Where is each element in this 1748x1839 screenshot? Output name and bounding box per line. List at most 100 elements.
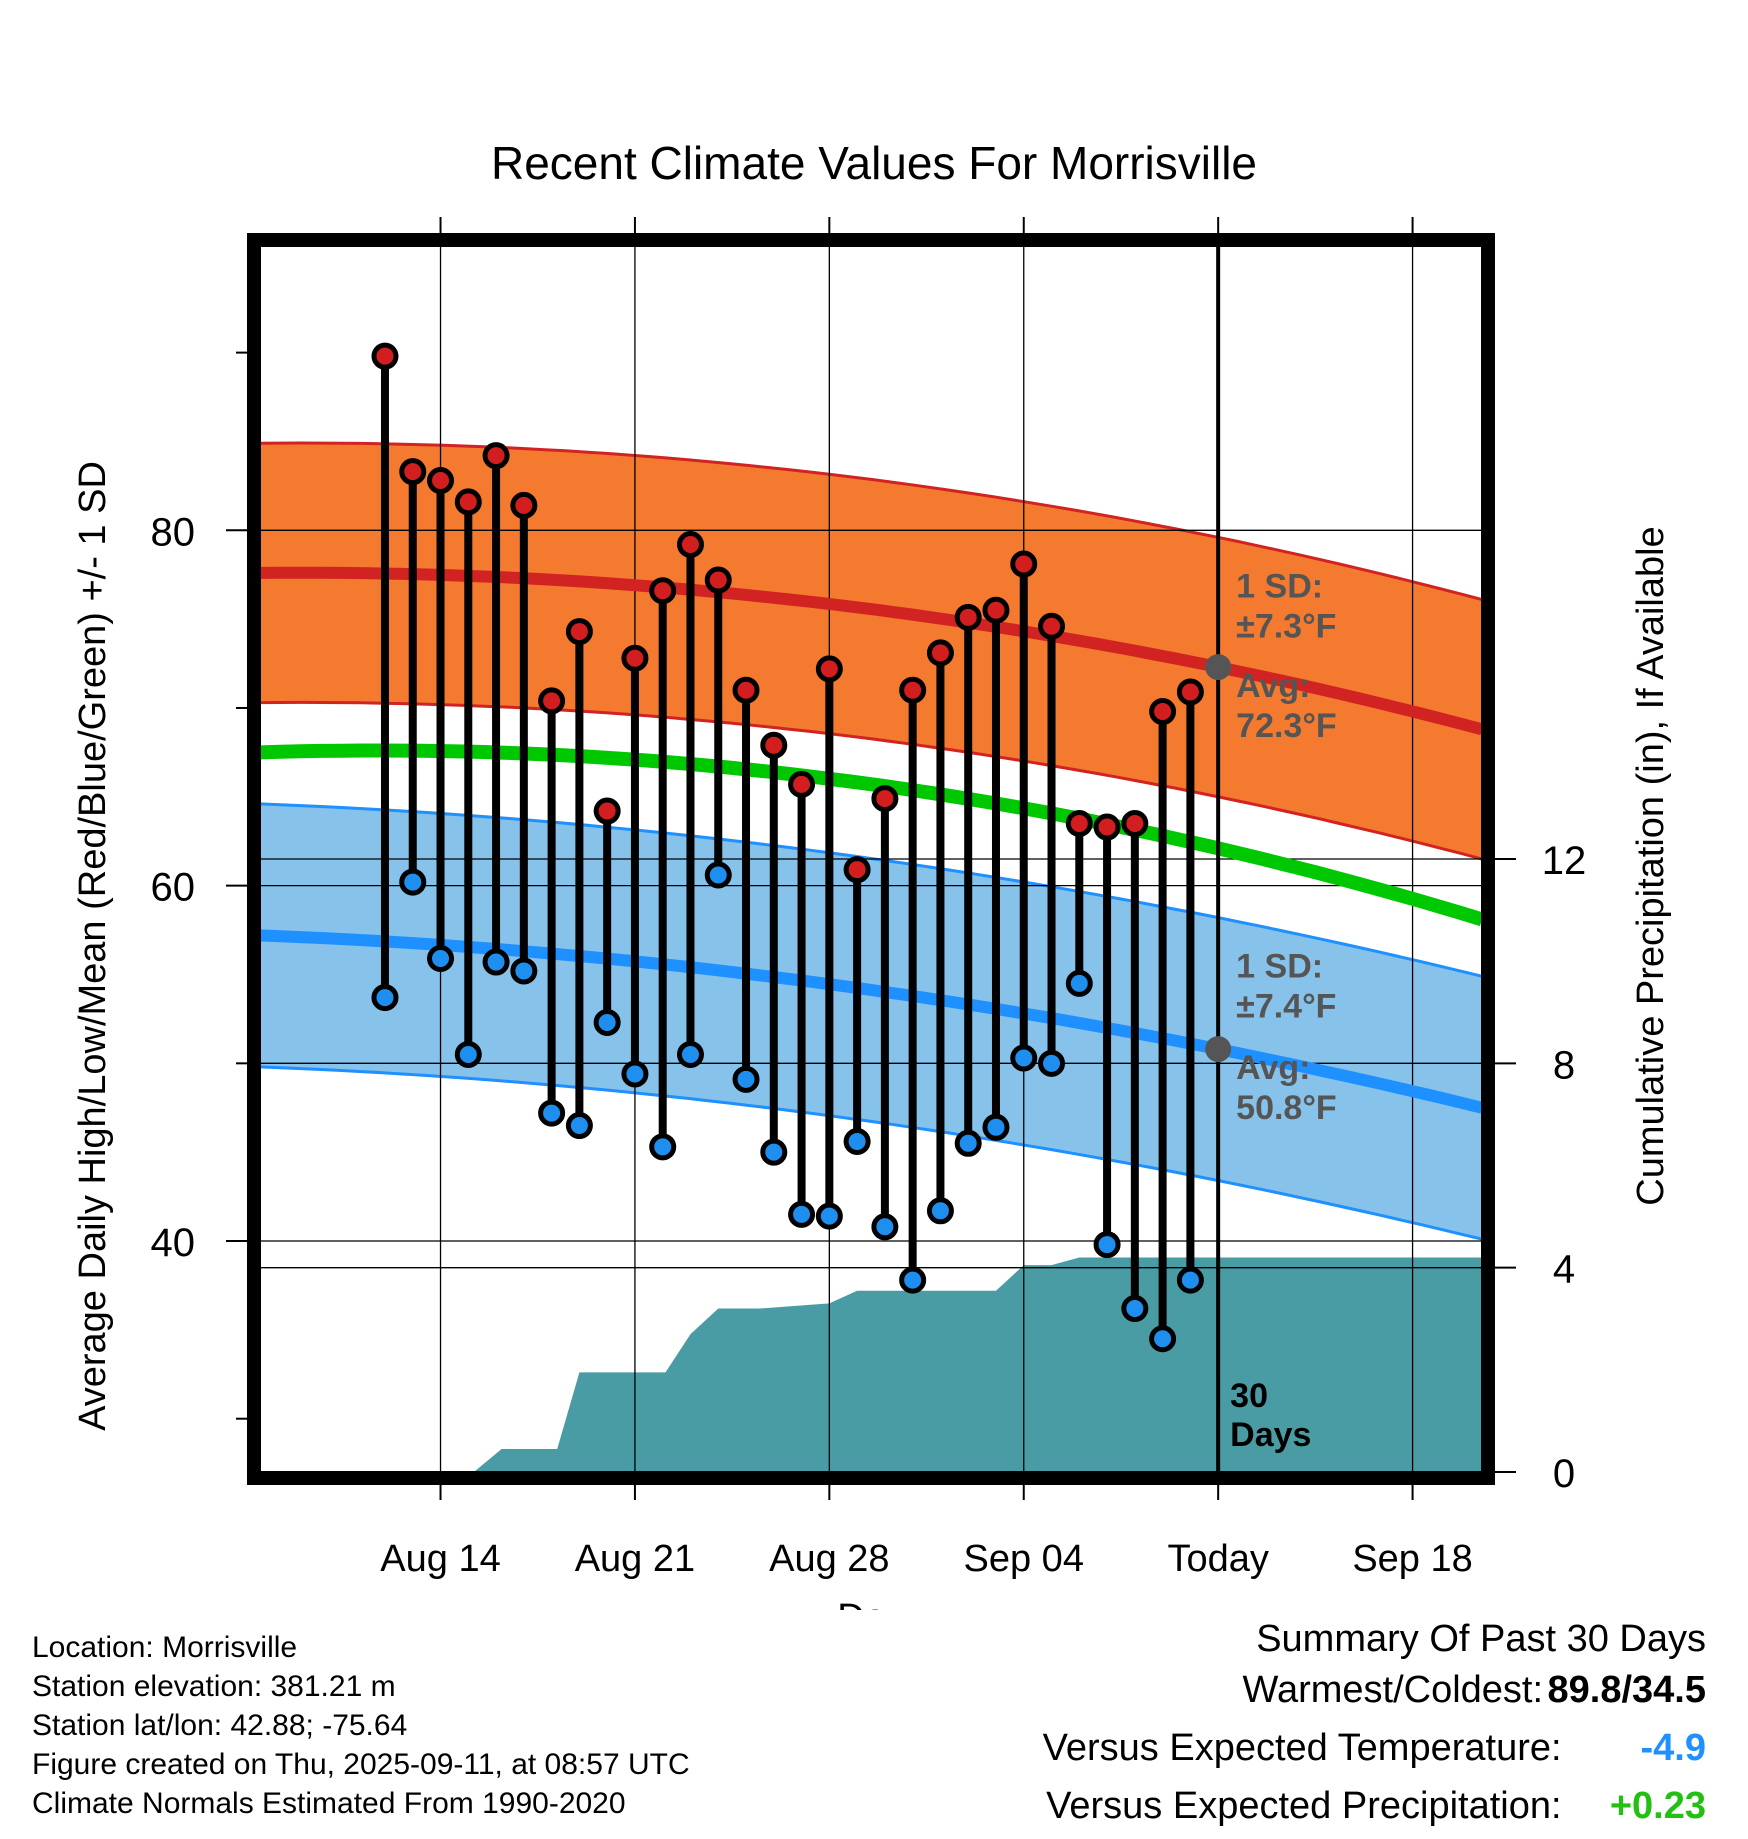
daily-low-point — [760, 1138, 788, 1166]
normal-mean-line — [260, 743, 1482, 927]
summary-panel: Summary Of Past 30 Days Warmest/Coldest:… — [1043, 1614, 1706, 1839]
daily-high-point — [371, 342, 399, 370]
precip-area — [260, 1257, 1482, 1472]
y-tick-label: 60 — [151, 866, 196, 910]
y2-tick-label: 12 — [1542, 839, 1587, 883]
daily-high-point — [732, 676, 760, 704]
daily-low-point — [982, 1113, 1010, 1141]
temp-anomaly-value: -4.9 — [1640, 1727, 1706, 1769]
daily-low-point — [871, 1213, 899, 1241]
daily-low-point — [371, 984, 399, 1012]
x-tick-label: Sep 04 — [964, 1538, 1084, 1580]
low-avg-value: 50.8°F — [1236, 1089, 1337, 1127]
high-avg-marker — [1205, 654, 1232, 681]
daily-low-point — [1121, 1295, 1149, 1323]
daily-high-point — [1010, 550, 1038, 578]
y-tick-label: 40 — [151, 1221, 196, 1265]
daily-low-point — [1038, 1049, 1066, 1077]
daily-low-point — [704, 861, 732, 889]
x-axis-label: Day — [837, 1597, 905, 1610]
daily-low-point — [1093, 1231, 1121, 1259]
daily-high-point — [538, 687, 566, 715]
chart-title: Recent Climate Values For Morrisville — [491, 137, 1257, 189]
warmest-value: 89.8/34.5 — [1547, 1669, 1706, 1711]
daily-high-point — [454, 488, 482, 516]
daily-high-point — [899, 676, 927, 704]
y2-axis-label: Cumulative Precipitation (in), If Availa… — [1630, 526, 1672, 1205]
daily-low-point — [510, 957, 538, 985]
normal-high-band-lower-edge — [260, 700, 1482, 861]
daily-low-point — [926, 1197, 954, 1225]
low-avg-label: Avg: — [1236, 1049, 1310, 1087]
elevation-text: Station elevation: 381.21 m — [32, 1670, 396, 1703]
daily-low-point — [788, 1200, 816, 1228]
plot-clip-group — [260, 246, 1482, 1472]
daily-high-point — [815, 655, 843, 683]
daily-low-point — [649, 1133, 677, 1161]
daily-low-point — [565, 1112, 593, 1140]
daily-low-point — [899, 1266, 927, 1294]
x-tick-label: Sep 18 — [1352, 1538, 1472, 1580]
daily-low-point — [732, 1065, 760, 1093]
summary-title: Summary Of Past 30 Days — [1256, 1618, 1706, 1660]
normal-low-band-lower-edge — [260, 1065, 1482, 1241]
high-sd-label: 1 SD: — [1236, 567, 1323, 605]
daily-high-point — [621, 644, 649, 672]
daily-high-point — [1038, 612, 1066, 640]
y2-tick-label: 0 — [1553, 1452, 1575, 1496]
normal-high-band-upper-edge — [260, 441, 1482, 602]
normal-high-band — [260, 443, 1482, 859]
daily-high-point — [843, 856, 871, 884]
daily-low-point — [843, 1128, 871, 1156]
daily-high-point — [649, 577, 677, 605]
high-avg-value: 72.3°F — [1236, 707, 1337, 745]
daily-low-point — [538, 1099, 566, 1127]
daily-high-point — [427, 467, 455, 495]
daily-low-point — [593, 1008, 621, 1036]
daily-low-point — [454, 1040, 482, 1068]
daily-low-point — [427, 945, 455, 973]
x-tick-label: Aug 28 — [769, 1538, 889, 1580]
daily-low-point — [399, 868, 427, 896]
daily-low-point — [1010, 1044, 1038, 1072]
precip-anomaly-label: Versus Expected Precipitation: — [1046, 1785, 1562, 1827]
plot-frame — [247, 233, 1495, 1485]
precip-anomaly-value: +0.23 — [1609, 1785, 1706, 1827]
daily-high-point — [1121, 809, 1149, 837]
location-text: Location: Morrisville — [32, 1631, 298, 1664]
daily-high-point — [760, 731, 788, 759]
daily-high-point — [704, 566, 732, 594]
daily-high-point — [1065, 809, 1093, 837]
daily-high-point — [676, 531, 704, 559]
period-unit: Days — [1230, 1416, 1311, 1454]
low-sd-label: 1 SD: — [1236, 948, 1323, 986]
daily-high-point — [1093, 813, 1121, 841]
daily-high-point — [565, 618, 593, 646]
daily-low-point — [621, 1060, 649, 1088]
x-tick-label: Today — [1167, 1538, 1268, 1580]
daily-high-point — [982, 596, 1010, 624]
daily-high-point — [399, 458, 427, 486]
daily-high-point — [1149, 698, 1177, 726]
latlon-text: Station lat/lon: 42.88; -75.64 — [32, 1709, 408, 1742]
daily-high-point — [788, 770, 816, 798]
y2-tick-label: 8 — [1553, 1043, 1575, 1087]
x-tick-label: Aug 21 — [575, 1538, 695, 1580]
daily-high-point — [954, 603, 982, 631]
created-text: Figure created on Thu, 2025-09-11, at 08… — [32, 1748, 690, 1781]
daily-high-point — [871, 785, 899, 813]
high-avg-label: Avg: — [1236, 667, 1310, 705]
daily-high-point — [593, 797, 621, 825]
temp-anomaly-label: Versus Expected Temperature: — [1042, 1727, 1562, 1769]
x-tick-label: Aug 14 — [380, 1538, 500, 1580]
y-tick-label: 80 — [151, 510, 196, 554]
normal-low-band — [260, 803, 1482, 1240]
daily-low-point — [815, 1202, 843, 1230]
daily-low-point — [676, 1040, 704, 1068]
low-sd-value: ±7.4°F — [1236, 988, 1336, 1026]
daily-high-point — [510, 491, 538, 519]
period-number: 30 — [1230, 1377, 1268, 1415]
high-sd-value: ±7.3°F — [1236, 607, 1336, 645]
daily-high-point — [1176, 678, 1204, 706]
